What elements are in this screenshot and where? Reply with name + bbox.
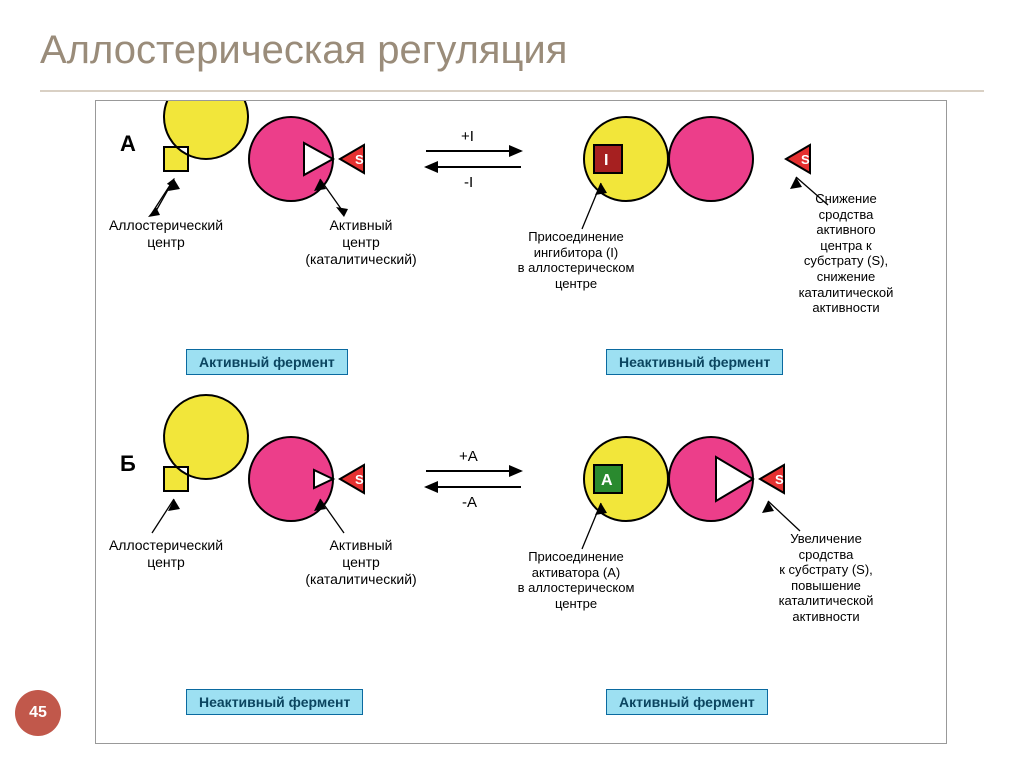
svg-text:S: S (775, 472, 784, 487)
row-a-cat-label: Активныйцентр(каталитический) (296, 217, 426, 267)
row-a-left-allosteric (164, 101, 248, 171)
row-b-left-box: Неактивный фермент (186, 689, 363, 715)
row-a-arrow-bottom-label: -I (464, 174, 473, 191)
svg-text:+A: +A (459, 448, 478, 465)
row-b-right-box: Активный фермент (606, 689, 768, 715)
row-b-letter: Б (120, 451, 136, 476)
row-b-right-label: Увеличениесродствак субстрату (S),повыше… (736, 531, 916, 625)
row-a-right-catalytic (669, 117, 753, 201)
row-a-right-label: Снижениесродстваактивногоцентра ксубстра… (766, 191, 926, 316)
row-b-cat-label: Активныйцентр(каталитический) (296, 537, 426, 587)
row-a-left-s-letter: S (355, 152, 364, 167)
row-a-left-box: Активный фермент (186, 349, 348, 375)
row-b-mid-label: Присоединениеактиватора (A)в аллостериче… (491, 549, 661, 611)
svg-text:-A: -A (462, 494, 477, 511)
title-underline (40, 90, 984, 92)
row-a-right-s-letter: S (801, 152, 810, 167)
page-title: Аллостерическая регуляция (40, 28, 567, 73)
svg-text:S: S (355, 472, 364, 487)
page-number-badge: 45 (15, 690, 61, 736)
row-a-letter: А (120, 131, 136, 156)
row-a-allo-label: Аллостерическийцентр (91, 217, 241, 251)
row-b-right-catalytic (669, 437, 753, 521)
row-a-right-box: Неактивный фермент (606, 349, 783, 375)
row-b-left-allosteric (164, 395, 248, 491)
row-b-allo-label: Аллостерическийцентр (91, 537, 241, 571)
diagram-frame: S I S +I -I А (95, 100, 947, 744)
row-a-mid-label: Присоединениеингибитора (I)в аллостериче… (491, 229, 661, 291)
row-a-inhibitor-letter: I (604, 152, 608, 169)
row-b-activator-letter: А (601, 472, 613, 489)
row-a-arrow-top-label: +I (461, 128, 474, 145)
